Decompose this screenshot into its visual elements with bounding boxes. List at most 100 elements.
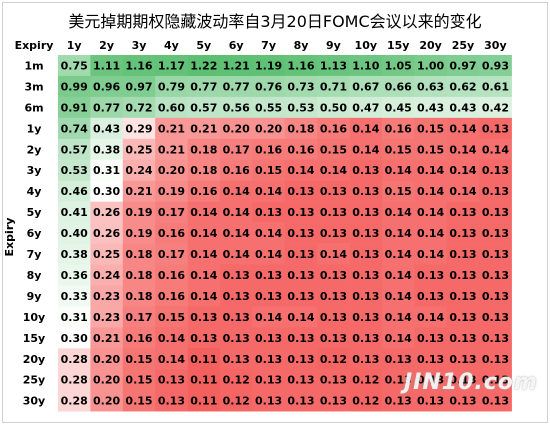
cell-value-10y-30y: 0.13 (482, 311, 509, 324)
heatmap-cell-5y-6y (220, 201, 253, 223)
heatmap-cell-8y-30y (479, 264, 512, 286)
heatmap-cell-6y-3y (122, 222, 156, 244)
cell-value-1m-2y: 1.11 (93, 59, 120, 72)
cell-value-2y-3y: 0.25 (125, 143, 152, 156)
cell-value-8y-3y: 0.18 (125, 269, 152, 282)
cell-value-10y-1y: 0.31 (61, 311, 88, 324)
heatmap-cell-10y-3y (122, 306, 156, 328)
cell-value-30y-8y: 0.13 (287, 395, 314, 408)
cell-value-9y-3y: 0.18 (125, 290, 152, 303)
heatmap-cell-25y-5y (187, 369, 221, 391)
heatmap-cell-20y-2y (90, 348, 124, 370)
heatmap-cell-6m-10y (349, 96, 383, 119)
cell-value-8y-25y: 0.13 (449, 269, 476, 282)
cell-value-6m-25y: 0.43 (449, 101, 476, 114)
cell-value-4y-4y: 0.19 (158, 185, 185, 198)
heatmap-cell-4y-15y (382, 180, 415, 202)
heatmap-cell-10y-4y (155, 306, 188, 328)
heatmap-cell-2y-15y (382, 138, 415, 161)
heatmap-cell-1m-30y (479, 55, 512, 77)
heatmap-cell-6m-8y (284, 96, 318, 119)
cell-value-7y-20y: 0.14 (417, 248, 444, 261)
cell-value-8y-2y: 0.24 (93, 269, 120, 282)
cell-value-25y-1y: 0.28 (61, 374, 88, 387)
row-label-4y: 4y (27, 185, 42, 198)
cell-value-2y-1y: 0.57 (61, 143, 88, 156)
heatmap-cell-3y-3y (122, 159, 156, 181)
heatmap-cell-5y-9y (317, 201, 350, 223)
cell-value-9y-2y: 0.23 (93, 290, 120, 303)
cell-value-8y-7y: 0.13 (255, 269, 282, 282)
cell-value-8y-20y: 0.13 (417, 269, 444, 282)
cell-value-20y-25y: 0.13 (449, 353, 476, 366)
cell-value-7y-15y: 0.14 (385, 248, 412, 261)
cell-value-6m-7y: 0.55 (255, 101, 282, 114)
heatmap-cell-15y-20y (414, 327, 448, 349)
cell-value-6y-30y: 0.13 (482, 227, 509, 240)
heatmap-cell-20y-3y (122, 348, 156, 370)
cell-value-9y-7y: 0.13 (255, 290, 282, 303)
heatmap-cell-6m-6y (220, 96, 253, 119)
cell-value-7y-2y: 0.25 (93, 248, 120, 261)
cell-value-3m-6y: 0.77 (223, 80, 250, 93)
row-label-30y: 30y (23, 395, 45, 408)
cell-value-4y-8y: 0.13 (287, 185, 314, 198)
heatmap-cell-25y-10y (349, 369, 383, 391)
heatmap-cell-20y-8y (284, 348, 318, 370)
cell-value-4y-15y: 0.15 (385, 185, 412, 198)
heatmap-cell-6y-10y (349, 222, 383, 244)
heatmap-cell-10y-2y (90, 306, 124, 328)
cell-value-7y-4y: 0.17 (158, 248, 185, 261)
cell-value-3y-6y: 0.16 (223, 164, 250, 177)
heatmap-cell-20y-5y (187, 348, 221, 370)
row-label-1m: 1m (24, 59, 43, 72)
cell-value-10y-8y: 0.14 (287, 311, 314, 324)
cell-value-9y-4y: 0.16 (158, 290, 185, 303)
cell-value-4y-30y: 0.13 (482, 185, 509, 198)
cell-value-25y-2y: 0.20 (93, 374, 120, 387)
cell-value-6y-10y: 0.13 (352, 227, 379, 240)
cell-value-10y-3y: 0.17 (125, 311, 152, 324)
heatmap-cell-4y-4y (155, 180, 188, 202)
row-label-9y: 9y (27, 290, 42, 303)
cell-value-2y-30y: 0.14 (482, 143, 509, 156)
cell-value-2y-7y: 0.16 (255, 143, 282, 156)
heatmap-cell-10y-1y (58, 306, 91, 328)
cell-value-6m-20y: 0.43 (417, 101, 444, 114)
heatmap-cell-7y-3y (122, 243, 156, 265)
heatmap-cell-20y-25y (446, 348, 480, 370)
cell-value-6y-1y: 0.40 (61, 227, 88, 240)
heatmap-cell-3m-5y (187, 75, 221, 98)
cell-value-25y-9y: 0.13 (320, 374, 347, 387)
cell-value-6y-15y: 0.14 (385, 227, 412, 240)
cell-value-10y-4y: 0.15 (158, 311, 185, 324)
cell-value-1m-25y: 0.97 (449, 59, 476, 72)
heatmap-cell-30y-1y (58, 390, 91, 412)
cell-value-9y-8y: 0.13 (287, 290, 314, 303)
heatmap-cell-2y-2y (90, 138, 124, 161)
cell-value-3m-15y: 0.66 (385, 80, 412, 93)
watermark-logo: JIN10.com (404, 370, 538, 395)
cell-value-3y-8y: 0.14 (287, 164, 314, 177)
cell-value-15y-15y: 0.14 (385, 332, 412, 345)
cell-value-9y-9y: 0.13 (320, 290, 347, 303)
heatmap-cell-9y-10y (349, 285, 383, 307)
cell-value-7y-9y: 0.14 (320, 248, 347, 261)
heatmap-cell-6y-8y (284, 222, 318, 244)
heatmap-cell-10y-5y (187, 306, 221, 328)
heatmap-cell-3m-1y (58, 75, 91, 98)
heatmap-cell-20y-10y (349, 348, 383, 370)
heatmap-cell-3y-30y (479, 159, 512, 181)
cell-value-20y-20y: 0.13 (417, 353, 444, 366)
column-header-15y: 15y (387, 39, 409, 52)
cell-value-3m-3y: 0.97 (125, 80, 152, 93)
cell-value-1y-25y: 0.14 (449, 122, 476, 135)
cell-value-1m-7y: 1.19 (255, 59, 282, 72)
heatmap-cell-25y-6y (220, 369, 253, 391)
column-header-20y: 20y (419, 39, 441, 52)
cell-value-6y-20y: 0.14 (417, 227, 444, 240)
heatmap-cell-10y-15y (382, 306, 415, 328)
heatmap-cell-20y-4y (155, 348, 188, 370)
cell-value-3y-30y: 0.13 (482, 164, 509, 177)
